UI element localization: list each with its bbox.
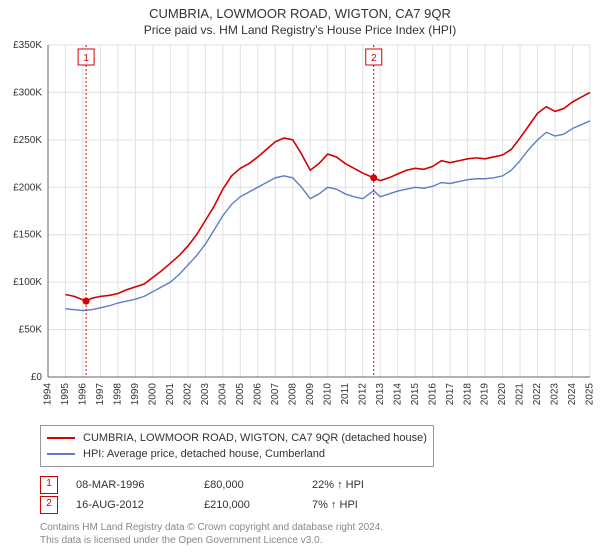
chart-title-line1: CUMBRIA, LOWMOOR ROAD, WIGTON, CA7 9QR [0,6,600,21]
svg-text:2: 2 [371,53,377,64]
svg-text:2024: 2024 [567,383,578,406]
svg-text:2019: 2019 [480,383,491,406]
svg-text:£350K: £350K [13,40,42,51]
legend-swatch [47,437,75,439]
svg-text:2004: 2004 [217,383,228,406]
event-marker: 1 [40,476,58,494]
svg-text:2007: 2007 [270,383,281,406]
svg-text:£0: £0 [31,372,43,383]
svg-text:£250K: £250K [13,135,42,146]
svg-text:2012: 2012 [357,383,368,406]
event-marker: 2 [40,496,58,514]
legend-swatch [47,453,75,455]
svg-text:2002: 2002 [183,383,194,406]
svg-text:2011: 2011 [340,383,351,405]
svg-text:2014: 2014 [392,383,403,406]
svg-text:2008: 2008 [287,383,298,406]
event-row: 2 16-AUG-2012 £210,000 7% ↑ HPI [40,495,600,515]
svg-text:2021: 2021 [515,383,526,406]
svg-text:£50K: £50K [19,325,43,336]
svg-text:£200K: £200K [13,182,42,193]
event-price: £80,000 [204,475,294,495]
svg-text:1994: 1994 [43,383,54,406]
chart-svg: £0 £50K £100K £150K £200K £250K £300K £350K 1994… [0,39,600,419]
svg-text:1: 1 [83,53,89,64]
legend-label: CUMBRIA, LOWMOOR ROAD, WIGTON, CA7 9QR (… [83,430,427,446]
svg-text:1999: 1999 [130,383,141,406]
events-table: 1 08-MAR-1996 £80,000 22% ↑ HPI 2 16-AUG-2012… [40,475,600,515]
event-price: £210,000 [204,495,294,515]
svg-text:£100K: £100K [13,277,42,288]
svg-text:2003: 2003 [200,383,211,406]
price-chart: £0 £50K £100K £150K £200K £250K £300K £350K 1994… [0,39,600,419]
event-date: 16-AUG-2012 [76,495,186,515]
svg-text:2023: 2023 [550,383,561,406]
footer-line2: This data is licensed under the Open Gov… [40,534,600,547]
svg-text:2009: 2009 [305,383,316,406]
event-delta: 7% ↑ HPI [312,495,358,515]
svg-text:2001: 2001 [165,383,176,406]
svg-text:2010: 2010 [322,383,333,406]
event-date: 08-MAR-1996 [76,475,186,495]
svg-text:2005: 2005 [235,383,246,406]
svg-text:2000: 2000 [148,383,159,406]
svg-text:2025: 2025 [585,383,596,406]
legend-label: HPI: Average price, detached house, Cumb… [83,446,325,462]
chart-legend: CUMBRIA, LOWMOOR ROAD, WIGTON, CA7 9QR (… [40,425,434,467]
event-row: 1 08-MAR-1996 £80,000 22% ↑ HPI [40,475,600,495]
legend-item: CUMBRIA, LOWMOOR ROAD, WIGTON, CA7 9QR (… [47,430,427,446]
chart-title-line2: Price paid vs. HM Land Registry's House … [0,21,600,37]
chart-titles: CUMBRIA, LOWMOOR ROAD, WIGTON, CA7 9QR P… [0,0,600,39]
legend-item: HPI: Average price, detached house, Cumb… [47,446,427,462]
svg-text:2006: 2006 [252,383,263,406]
svg-text:1995: 1995 [60,383,71,406]
svg-text:2020: 2020 [497,383,508,406]
svg-text:£150K: £150K [13,230,42,241]
svg-text:£300K: £300K [13,87,42,98]
svg-text:1996: 1996 [78,383,89,406]
svg-text:2022: 2022 [532,383,543,406]
svg-text:2017: 2017 [445,383,456,406]
svg-text:1998: 1998 [113,383,124,406]
svg-text:2015: 2015 [410,383,421,406]
svg-text:1997: 1997 [95,383,106,406]
svg-text:2018: 2018 [462,383,473,406]
svg-text:2013: 2013 [375,383,386,406]
event-delta: 22% ↑ HPI [312,475,364,495]
footer-attribution: Contains HM Land Registry data © Crown c… [40,521,600,547]
footer-line1: Contains HM Land Registry data © Crown c… [40,521,600,534]
svg-text:2016: 2016 [427,383,438,406]
